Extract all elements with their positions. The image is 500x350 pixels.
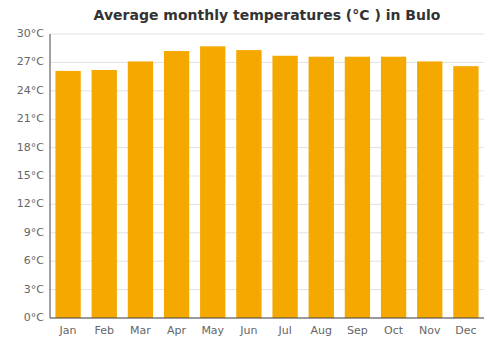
x-tick-label: Jun <box>239 324 257 337</box>
y-tick-label: 9°C <box>24 226 44 239</box>
bar <box>164 51 189 318</box>
y-tick-label: 18°C <box>17 141 44 154</box>
bar <box>200 46 225 318</box>
x-tick-label: Dec <box>455 324 476 337</box>
y-tick-label: 12°C <box>17 197 44 210</box>
y-tick-label: 15°C <box>17 169 44 182</box>
x-tick-label: Aug <box>311 324 332 337</box>
y-tick-label: 3°C <box>24 283 44 296</box>
bar <box>55 71 80 318</box>
bar <box>272 56 297 318</box>
chart: 0°C 3°C 6°C 9°C 12°C 15°C 18°C 21°C 24°C 27°C 30°C… <box>0 0 500 350</box>
grid-line <box>50 34 484 35</box>
x-tick-label: Jul <box>277 324 291 337</box>
bar <box>128 61 153 318</box>
y-grid <box>50 34 484 318</box>
y-tick-label: 30°C <box>17 27 44 40</box>
bar <box>92 70 117 318</box>
x-tick-label: May <box>201 324 224 337</box>
y-axis-line <box>50 34 51 318</box>
x-tick-label: Oct <box>384 324 404 337</box>
x-axis-line <box>50 318 484 319</box>
x-tick-label: Jan <box>59 324 77 337</box>
bar <box>345 57 370 318</box>
bar <box>381 57 406 318</box>
y-tick-label: 6°C <box>24 254 44 267</box>
x-tick-label: Nov <box>419 324 441 337</box>
y-tick-label: 27°C <box>17 55 44 68</box>
bars <box>55 46 478 318</box>
bar <box>453 66 478 318</box>
x-tick-label: Sep <box>347 324 368 337</box>
x-tick-label: Apr <box>167 324 187 337</box>
y-tick-label: 0°C <box>24 311 44 324</box>
grid-line <box>50 318 484 319</box>
x-tick-label: Mar <box>130 324 151 337</box>
y-tick-label: 21°C <box>17 112 44 125</box>
chart-container: 0°C 3°C 6°C 9°C 12°C 15°C 18°C 21°C 24°C 27°C 30°C… <box>0 0 500 350</box>
bar <box>236 50 261 318</box>
bar <box>309 57 334 318</box>
y-tick-label: 24°C <box>17 84 44 97</box>
y-tick-labels: 0°C 3°C 6°C 9°C 12°C 15°C 18°C 21°C 24°C 27°C 30°C <box>17 27 44 324</box>
x-tick-label: Feb <box>95 324 114 337</box>
x-tick-labels: Jan Feb Mar Apr May Jun Jul Aug Sep Oct Nov Dec <box>59 324 477 337</box>
title: Average monthly temperatures (°C ) in Bu… <box>94 7 441 23</box>
bar <box>417 61 442 318</box>
